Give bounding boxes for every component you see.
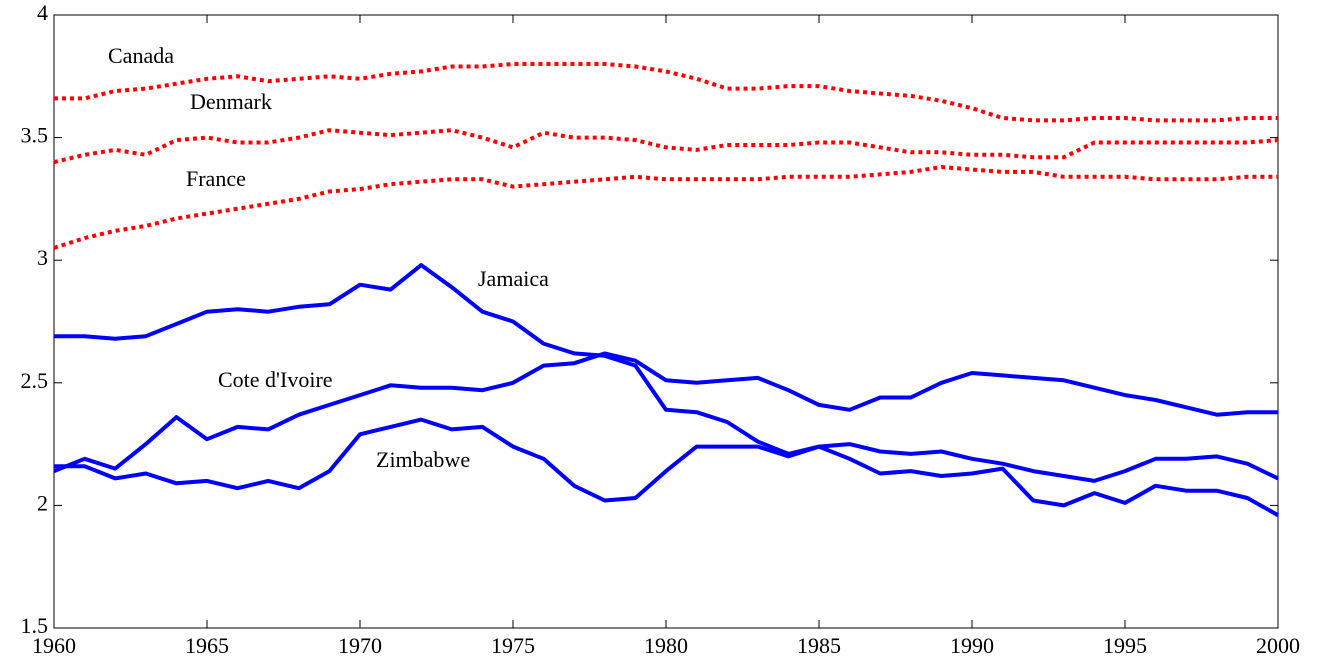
series-label: Zimbabwe xyxy=(376,447,470,472)
x-tick-label: 1970 xyxy=(338,633,382,658)
series-line xyxy=(53,128,1279,165)
series-line xyxy=(53,165,1278,250)
x-tick-label: 1985 xyxy=(797,633,841,658)
y-tick-label: 3.5 xyxy=(21,123,49,148)
series-line xyxy=(54,417,1279,503)
series-line xyxy=(53,351,1278,473)
y-tick-label: 2 xyxy=(37,490,48,515)
y-tick-label: 1.5 xyxy=(21,613,49,638)
y-tick-label: 3 xyxy=(37,245,48,270)
series-label: Jamaica xyxy=(478,266,549,291)
x-tick-label: 1980 xyxy=(644,633,688,658)
series-label: Canada xyxy=(108,43,174,68)
x-tick-label: 1975 xyxy=(491,633,535,658)
series-line xyxy=(54,263,1279,517)
x-tick-label: 1965 xyxy=(185,633,229,658)
x-tick-label: 1990 xyxy=(950,633,994,658)
series-label: France xyxy=(186,166,246,191)
y-tick-label: 4 xyxy=(37,0,48,25)
x-tick-label: 1960 xyxy=(32,633,76,658)
y-tick-label: 2.5 xyxy=(21,368,49,393)
series-label: Cote d'Ivoire xyxy=(218,367,333,392)
x-tick-label: 1995 xyxy=(1103,633,1147,658)
series-label: Denmark xyxy=(190,89,272,114)
series-line xyxy=(54,62,1278,123)
x-tick-label: 2000 xyxy=(1256,633,1300,658)
